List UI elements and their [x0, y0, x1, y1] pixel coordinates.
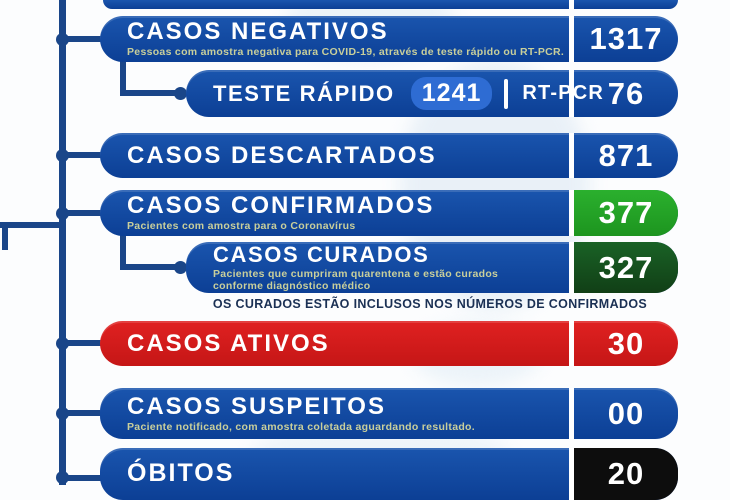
bar-divider — [569, 190, 574, 236]
stat-bar-casos-ativos: CASOS ATIVOS 30 — [100, 321, 678, 366]
bar-title: CASOS CONFIRMADOS — [127, 192, 435, 220]
bar-divider — [569, 16, 574, 62]
bar-title: CASOS ATIVOS — [127, 329, 330, 357]
bar-subtitle: Pessoas com amostra negativa para COVID-… — [127, 46, 565, 59]
badge-divider — [504, 78, 509, 109]
bar-title: CASOS SUSPEITOS — [127, 392, 386, 420]
tree-edge-connector-h — [0, 222, 65, 228]
connector-dot — [56, 33, 69, 46]
row-link-confirmados — [62, 210, 107, 216]
bar-label-zone: CASOS SUSPEITOS Paciente notificado, com… — [100, 388, 569, 439]
bar-value: 327 — [574, 242, 678, 293]
tree-edge-connector-v — [2, 222, 8, 250]
bar-label-zone: CASOS NEGATIVOS Pessoas com amostra nega… — [100, 16, 569, 62]
stat-bar-obitos: ÓBITOS 20 — [100, 448, 678, 500]
bar-title: CASOS NEGATIVOS — [127, 18, 389, 46]
stat-bar-cropped-top — [103, 0, 678, 9]
bar-value: 30 — [607, 325, 645, 361]
teste-rapido-count-badge: 1241 — [410, 77, 493, 110]
bar-subtitle: Paciente notificado, com amostra coletad… — [127, 420, 475, 433]
bar-value: 76 — [607, 75, 645, 111]
row-link-ativos — [62, 340, 107, 346]
connector-dot — [56, 407, 69, 420]
bar-divider — [569, 388, 574, 439]
bar-divider — [569, 242, 574, 293]
rtpcr-label: RT-PCR — [522, 82, 605, 104]
bar-divider — [569, 321, 574, 366]
bar-label-zone: CASOS CONFIRMADOS Pacientes com amostra … — [100, 190, 569, 236]
row-link-suspeitos — [62, 410, 107, 416]
stat-bar-casos-confirmados: CASOS CONFIRMADOS Pacientes com amostra … — [100, 190, 678, 236]
bar-label-zone: ÓBITOS — [100, 448, 569, 500]
bar-label-zone: TESTE RÁPIDO 1241 RT-PCR — [186, 70, 603, 117]
stat-bar-casos-suspeitos: CASOS SUSPEITOS Paciente notificado, com… — [100, 388, 678, 439]
connector-dot — [174, 261, 187, 274]
bar-label-zone — [103, 0, 569, 9]
branch-curados-h — [120, 264, 178, 270]
bar-divider — [569, 70, 574, 117]
bar-value: 1317 — [589, 21, 663, 56]
bar-subtitle: Pacientes que cumpriram quarentena e est… — [213, 267, 499, 293]
bar-subtitle: Pacientes com amostra para o Coronavírus — [127, 220, 356, 233]
connector-dot — [56, 149, 69, 162]
bar-value: 20 — [574, 448, 678, 500]
bar-label-zone: CASOS CURADOS Pacientes que cumpriram qu… — [186, 242, 569, 293]
bar-title: TESTE RÁPIDO — [213, 80, 395, 106]
bar-value-zone — [574, 0, 678, 9]
connector-dot — [56, 337, 69, 350]
bar-label-zone: CASOS DESCARTADOS — [100, 133, 569, 178]
bar-value: 00 — [607, 395, 645, 431]
bar-title: CASOS DESCARTADOS — [127, 141, 437, 169]
branch-teste-h — [120, 90, 178, 96]
branch-teste-v — [120, 58, 126, 96]
stat-bar-casos-negativos: CASOS NEGATIVOS Pessoas com amostra nega… — [100, 16, 678, 62]
connector-dot — [174, 87, 187, 100]
bar-value: 871 — [598, 137, 654, 173]
bar-title: ÓBITOS — [127, 459, 235, 487]
bar-divider — [569, 0, 574, 9]
bar-value: 377 — [574, 190, 678, 236]
stat-bar-casos-descartados: CASOS DESCARTADOS 871 — [100, 133, 678, 178]
bar-label-zone: CASOS ATIVOS — [100, 321, 569, 366]
row-link-descartados — [62, 152, 107, 158]
bar-divider — [569, 133, 574, 178]
cured-included-note: OS CURADOS ESTÃO INCLUSOS NOS NÚMEROS DE… — [212, 297, 648, 311]
tree-trunk-line — [59, 0, 66, 485]
row-link-negativos — [62, 36, 107, 42]
connector-dot — [56, 471, 69, 484]
connector-dot — [56, 207, 69, 220]
bar-title: CASOS CURADOS — [213, 242, 430, 267]
bar-divider — [569, 448, 574, 500]
stat-bar-casos-curados: CASOS CURADOS Pacientes que cumpriram qu… — [186, 242, 678, 293]
branch-curados-v — [120, 233, 126, 270]
row-link-obitos — [62, 475, 107, 481]
stat-bar-teste-rapido: TESTE RÁPIDO 1241 RT-PCR 76 — [186, 70, 678, 117]
